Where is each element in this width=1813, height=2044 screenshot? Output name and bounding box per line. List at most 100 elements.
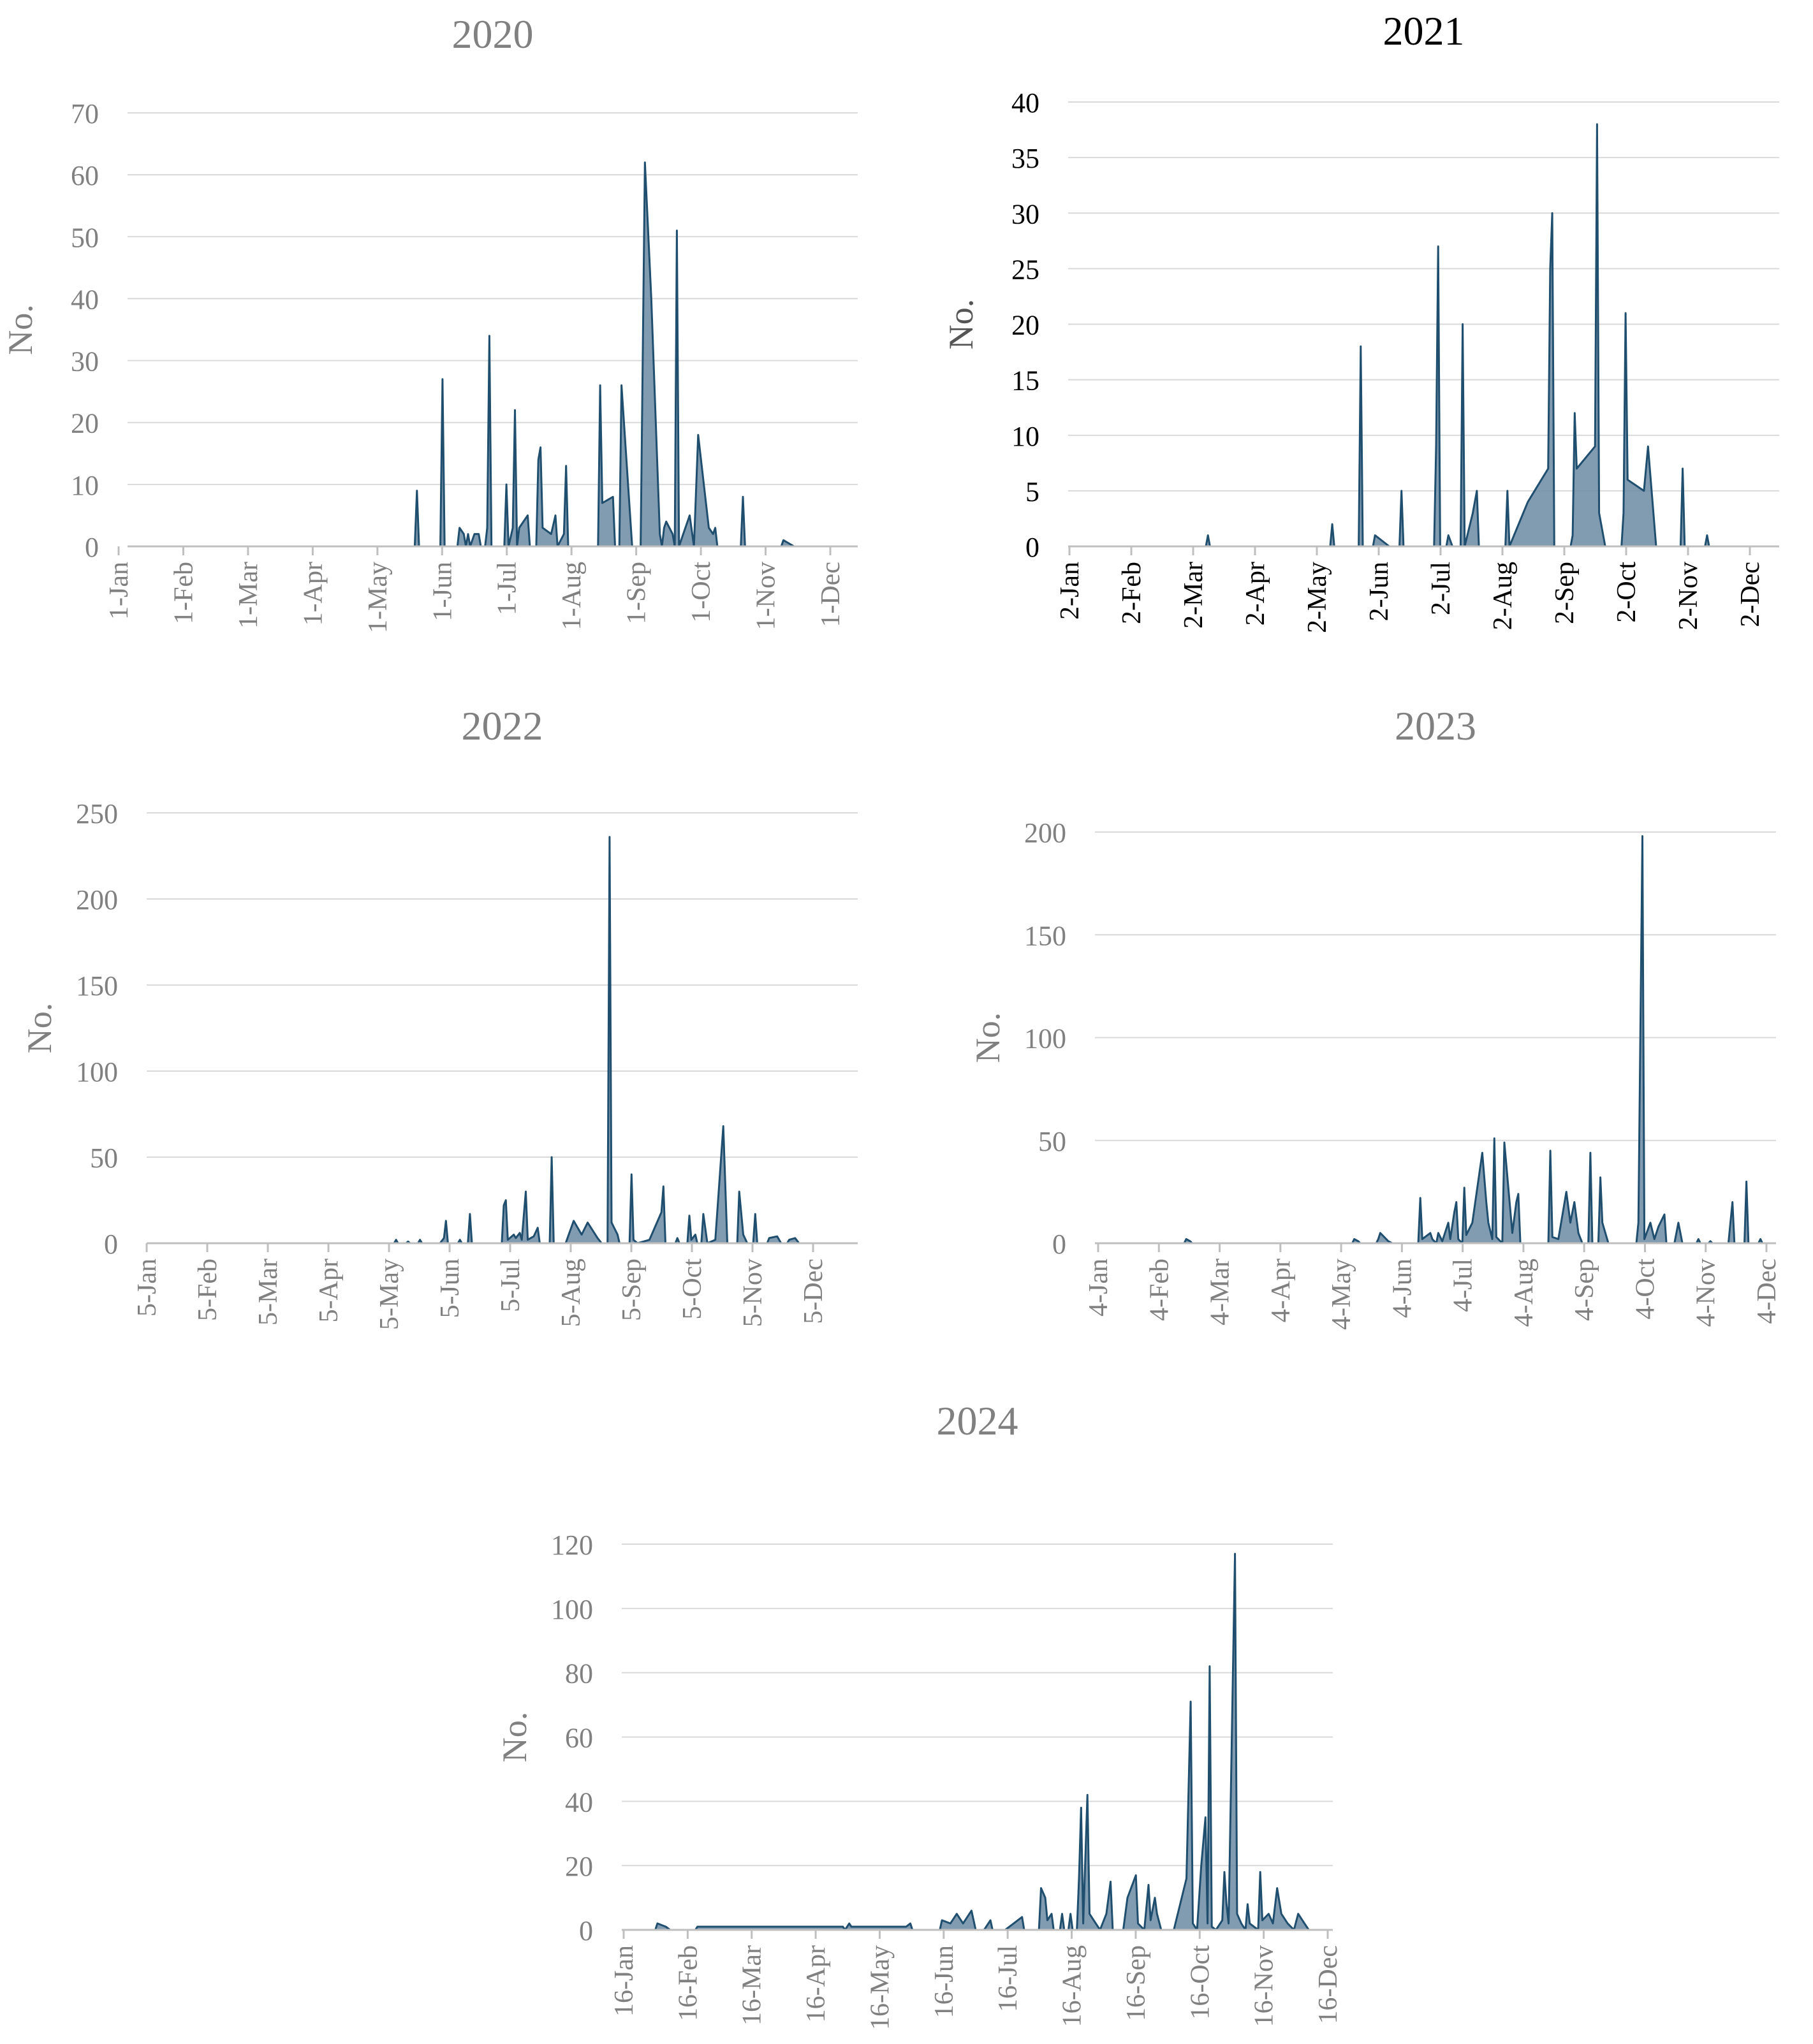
chart-svg: 2022 0 50 100 150 200 250 No. 5-Jan 5-Feb 5-Mar 5-A… bbox=[20, 703, 858, 1330]
chart-title: 2022 bbox=[462, 703, 543, 748]
y-tick-label: 120 bbox=[551, 1529, 593, 1561]
x-tick-label: 4-Oct bbox=[1631, 1259, 1660, 1320]
y-tick-label: 150 bbox=[1024, 920, 1066, 951]
y-tick-label: 10 bbox=[71, 470, 99, 501]
x-tick-label: 1-Nov bbox=[752, 562, 781, 630]
y-tick-label: 100 bbox=[1024, 1023, 1066, 1055]
x-tick-label: 1-Jun bbox=[428, 562, 457, 621]
y-tick-label: 0 bbox=[1052, 1229, 1066, 1260]
y-tick-label: 20 bbox=[1011, 310, 1039, 341]
x-tick-label: 1-Feb bbox=[169, 562, 198, 624]
x-tick-label: 5-Apr bbox=[314, 1259, 344, 1322]
y-tick-label: 200 bbox=[76, 884, 118, 916]
y-tick-label: 150 bbox=[76, 970, 118, 1002]
x-tick-label: 5-Sep bbox=[617, 1259, 647, 1321]
y-axis-label: No. bbox=[20, 1003, 59, 1054]
x-tick-label: 16-Aug bbox=[1058, 1945, 1087, 2027]
y-tick-label: 20 bbox=[565, 1851, 593, 1882]
x-tick-label: 2-Aug bbox=[1488, 562, 1518, 630]
x-tick-label: 16-May bbox=[865, 1945, 895, 2030]
x-tick-label: 2-Feb bbox=[1117, 562, 1147, 624]
x-tick-label: 5-Oct bbox=[678, 1259, 707, 1320]
chart-2021: 2021 0 5 10 15 20 25 30 35 40 No. 2-Jan 2-Feb 2-Mar 2-… bbox=[918, 0, 1813, 689]
area-series bbox=[393, 836, 800, 1245]
y-tick-label: 250 bbox=[76, 798, 118, 829]
y-tick-label: 60 bbox=[565, 1723, 593, 1754]
x-tick-label: 16-Jul bbox=[994, 1945, 1023, 2012]
y-tick-label: 0 bbox=[85, 532, 99, 563]
y-tick-label: 10 bbox=[1011, 421, 1039, 452]
x-tick-label: 5-Jul bbox=[496, 1259, 525, 1312]
x-tick-label: 2-Sep bbox=[1550, 562, 1580, 624]
x-tick-label: 16-Jun bbox=[930, 1945, 959, 2018]
y-tick-label: 0 bbox=[1025, 532, 1039, 563]
chart-svg: 2024 0 20 40 60 80 100 120 No. 16-Jan 16-Feb 16-Mar… bbox=[495, 1398, 1343, 2030]
x-tick-label: 16-Apr bbox=[802, 1945, 831, 2022]
y-tick-label: 20 bbox=[71, 408, 99, 439]
y-tick-label: 40 bbox=[71, 284, 99, 315]
area-series bbox=[654, 1552, 1310, 1931]
y-tick-label: 50 bbox=[71, 222, 99, 253]
area-series bbox=[1183, 835, 1764, 1245]
y-tick-label: 50 bbox=[1038, 1126, 1066, 1157]
x-tick-label: 4-Jan bbox=[1084, 1259, 1113, 1317]
x-tick-label: 4-Feb bbox=[1145, 1259, 1174, 1321]
x-tick-label: 1-Jan bbox=[105, 562, 134, 620]
x-tick-label: 5-Jun bbox=[436, 1259, 465, 1318]
y-tick-label: 200 bbox=[1024, 817, 1066, 849]
chart-title: 2021 bbox=[1383, 8, 1465, 54]
y-tick-label: 0 bbox=[579, 1915, 593, 1946]
chart-svg: 2020 0 10 20 30 40 50 60 70 No. 1-Jan 1-Feb 1-Mar 1-A… bbox=[1, 11, 858, 633]
area-series bbox=[413, 161, 795, 548]
y-tick-label: 30 bbox=[1011, 198, 1039, 230]
x-tick-label: 16-Mar bbox=[738, 1945, 767, 2026]
x-tick-label: 5-Dec bbox=[799, 1259, 828, 1324]
x-tick-label: 5-Jan bbox=[133, 1259, 162, 1317]
x-tick-label: 4-Jul bbox=[1449, 1259, 1478, 1312]
chart-title: 2020 bbox=[452, 11, 534, 57]
x-tick-label: 4-Jun bbox=[1388, 1259, 1417, 1318]
y-tick-label: 25 bbox=[1011, 254, 1039, 285]
y-tick-label: 0 bbox=[104, 1229, 118, 1260]
chart-svg: 2023 0 50 100 150 200 No. 4-Jan 4-Feb 4-Mar 4-Apr 4… bbox=[969, 703, 1782, 1330]
y-tick-label: 35 bbox=[1011, 143, 1039, 174]
x-tick-label: 4-Mar bbox=[1206, 1259, 1235, 1325]
x-tick-label: 16-Oct bbox=[1185, 1945, 1215, 2020]
y-axis-label: No. bbox=[1, 304, 40, 355]
chart-2024: 2024 0 20 40 60 80 100 120 No. 16-Jan 16-Feb 16-Mar… bbox=[459, 1396, 1352, 2044]
area-series bbox=[1205, 123, 1710, 548]
chart-2020: 2020 0 10 20 30 40 50 60 70 No. 1-Jan 1-Feb 1-Mar 1-A… bbox=[0, 0, 893, 689]
x-tick-label: 1-Dec bbox=[816, 562, 846, 627]
y-tick-label: 5 bbox=[1025, 476, 1039, 507]
x-tick-label: 2-May bbox=[1303, 562, 1332, 633]
y-axis-label: No. bbox=[942, 299, 980, 350]
x-tick-label: 4-Dec bbox=[1752, 1259, 1782, 1324]
x-tick-label: 16-Dec bbox=[1314, 1945, 1343, 2024]
x-tick-label: 2-Mar bbox=[1179, 562, 1208, 629]
x-tick-label: 5-Mar bbox=[254, 1259, 283, 1325]
x-tick-label: 1-May bbox=[363, 562, 393, 633]
y-axis-label: No. bbox=[495, 1712, 534, 1763]
y-tick-label: 70 bbox=[71, 98, 99, 129]
chart-title: 2024 bbox=[937, 1398, 1018, 1443]
y-tick-label: 80 bbox=[565, 1658, 593, 1690]
x-tick-label: 2-Jul bbox=[1427, 562, 1456, 615]
x-tick-label: 16-Sep bbox=[1122, 1945, 1151, 2021]
x-tick-label: 2-Nov bbox=[1674, 562, 1703, 630]
chart-svg: 2021 0 5 10 15 20 25 30 35 40 No. 2-Jan 2-Feb 2-Mar 2-… bbox=[942, 8, 1779, 633]
x-tick-label: 5-Feb bbox=[193, 1259, 223, 1321]
x-tick-label: 4-Aug bbox=[1509, 1259, 1539, 1327]
x-tick-label: 4-Apr bbox=[1266, 1259, 1296, 1322]
y-tick-label: 30 bbox=[71, 346, 99, 377]
y-tick-label: 100 bbox=[76, 1056, 118, 1088]
chart-2022: 2022 0 50 100 150 200 250 No. 5-Jan 5-Feb 5-Mar 5-A… bbox=[0, 695, 893, 1371]
x-tick-label: 2-Jun bbox=[1365, 562, 1394, 621]
x-tick-label: 1-Apr bbox=[298, 562, 328, 625]
x-tick-label: 4-Nov bbox=[1692, 1259, 1721, 1327]
x-tick-label: 5-Aug bbox=[557, 1259, 586, 1327]
chart-2023: 2023 0 50 100 150 200 No. 4-Jan 4-Feb 4-Mar 4-Apr 4… bbox=[918, 695, 1813, 1371]
x-tick-label: 2-Jan bbox=[1055, 562, 1085, 620]
x-tick-label: 16-Nov bbox=[1250, 1945, 1279, 2027]
x-tick-label: 5-May bbox=[375, 1259, 404, 1330]
x-tick-label: 1-Jul bbox=[493, 562, 522, 615]
